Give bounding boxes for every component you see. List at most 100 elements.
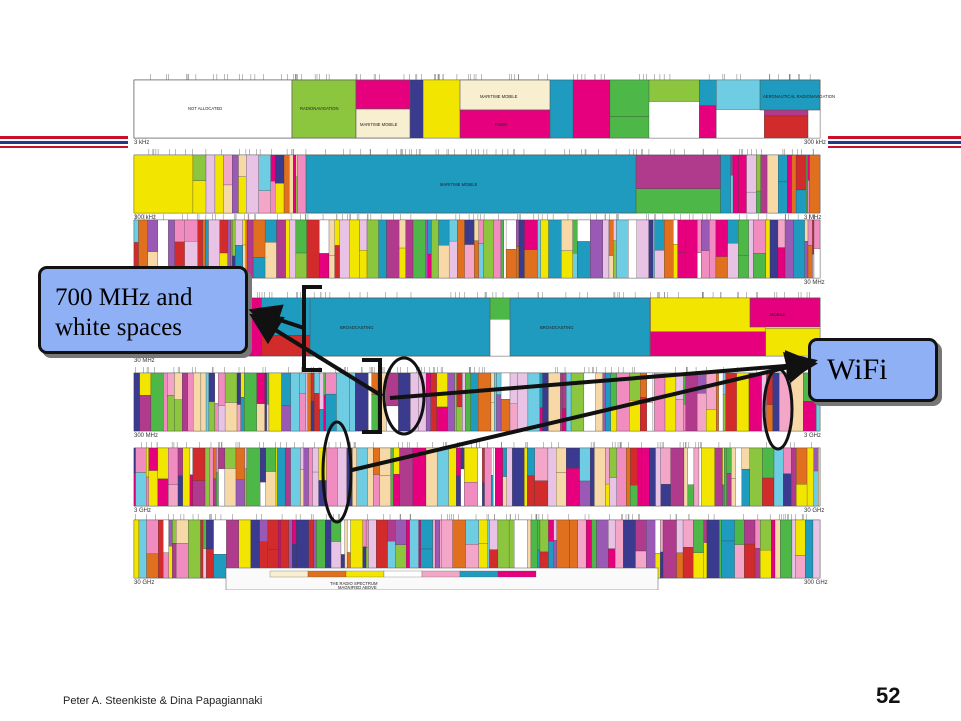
allocation-band <box>539 519 549 553</box>
allocation-band <box>516 219 520 247</box>
allocation-band <box>184 219 198 242</box>
allocation-band <box>295 154 298 177</box>
allocation-band <box>630 447 638 486</box>
allocation-band <box>773 447 784 507</box>
allocation-band <box>373 447 380 475</box>
allocation-band <box>456 475 461 507</box>
band-fixed <box>355 79 411 110</box>
allocation-band <box>654 250 665 279</box>
allocation-band <box>608 519 616 549</box>
allocation-band <box>703 519 708 543</box>
allocation-band <box>319 219 330 254</box>
allocation-band <box>307 372 312 432</box>
allocation-band <box>790 372 804 432</box>
allocation-band <box>795 189 807 214</box>
allocation-band <box>769 219 779 279</box>
allocation-band <box>491 447 494 476</box>
allocation-band <box>147 219 159 252</box>
allocation-band <box>425 447 438 507</box>
allocation-band <box>206 519 214 550</box>
allocation-band <box>290 447 301 507</box>
allocation-band <box>356 447 368 507</box>
allocation-band <box>192 447 206 481</box>
allocation-band <box>188 519 201 579</box>
allocation-band <box>730 154 734 176</box>
allocation-band <box>247 219 254 279</box>
band-mobile-label: MOBILE <box>770 312 786 317</box>
band-maritime-mobile-wide <box>305 154 637 214</box>
band-maritime-mobile <box>355 108 411 139</box>
allocation-band <box>722 394 726 432</box>
allocation-band <box>289 154 294 214</box>
allocation-band <box>542 372 549 432</box>
allocation-band <box>722 372 726 395</box>
allocation-band <box>778 181 788 214</box>
allocation-band <box>314 393 320 432</box>
allocation-band <box>701 250 710 279</box>
allocation-band <box>465 519 479 545</box>
allocation-band <box>648 101 700 139</box>
allocation-band <box>377 372 387 432</box>
allocation-band <box>399 447 413 507</box>
allocation-band <box>224 447 237 469</box>
allocation-band <box>478 519 489 544</box>
allocation-band <box>605 372 611 432</box>
allocation-band <box>146 519 159 554</box>
allocation-band <box>208 372 216 402</box>
allocation-band <box>697 393 707 432</box>
allocation-band <box>699 79 717 106</box>
allocation-band <box>746 154 757 193</box>
allocation-band <box>163 519 169 553</box>
allocation-band <box>412 219 426 279</box>
allocation-band <box>265 447 277 472</box>
allocation-band <box>218 405 226 432</box>
allocation-band <box>664 372 677 432</box>
allocation-band <box>176 543 189 579</box>
allocation-band <box>187 372 194 432</box>
allocation-band <box>697 219 702 253</box>
footer-credit: Peter A. Steenkiste & Dina Papagiannaki <box>63 695 263 707</box>
allocation-band <box>560 372 563 432</box>
allocation-band <box>807 245 813 279</box>
allocation-band <box>518 219 525 279</box>
allocation-band <box>386 219 400 279</box>
allocation-band <box>478 219 484 244</box>
allocation-band <box>652 219 655 279</box>
allocation-band <box>756 190 761 214</box>
legend-band-2 <box>345 570 385 578</box>
allocation-band <box>306 219 320 279</box>
allocation-band <box>281 405 291 432</box>
allocation-band <box>146 476 149 507</box>
allocation-band <box>214 154 224 214</box>
legend-subtitle: MAGNIFIED ABOVE <box>338 585 377 590</box>
callout-wifi-text: WiFi <box>827 353 888 386</box>
allocation-band <box>500 399 511 432</box>
allocation-band <box>787 154 792 214</box>
allocation-band <box>765 219 771 279</box>
allocation-band <box>650 297 766 332</box>
allocation-band <box>295 176 298 214</box>
allocation-band <box>539 372 543 409</box>
allocation-band <box>319 409 324 432</box>
allocation-band <box>454 372 457 432</box>
allocation-band <box>764 115 809 139</box>
allocation-band <box>784 219 794 279</box>
allocation-band <box>749 447 763 507</box>
allocation-band <box>259 447 266 483</box>
allocation-band <box>395 519 407 545</box>
row-start-freq-label: 30 MHz <box>134 358 155 364</box>
allocation-band <box>719 519 722 579</box>
allocation-band <box>244 447 247 469</box>
allocation-band <box>646 402 654 432</box>
allocation-band <box>224 468 237 507</box>
allocation-band <box>246 447 261 507</box>
allocation-band <box>795 555 806 579</box>
allocation-band <box>246 154 259 214</box>
allocation-band <box>703 542 708 579</box>
allocation-band <box>609 116 650 139</box>
allocation-band <box>731 447 736 479</box>
allocation-band <box>495 447 503 507</box>
allocation-band <box>548 519 554 542</box>
allocation-band <box>464 482 478 507</box>
allocation-band <box>133 154 194 214</box>
